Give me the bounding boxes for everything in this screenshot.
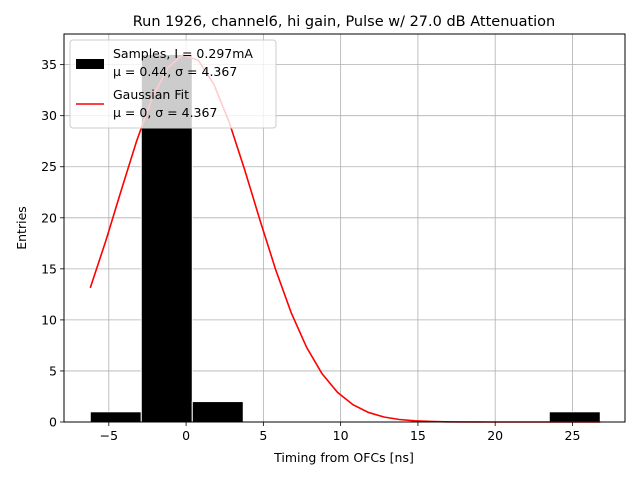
axes-frame [63,33,626,423]
y-tick-label: 0 [49,415,57,430]
y-tick-label: 30 [41,108,57,123]
y-tick-label: 20 [41,210,57,225]
chart-title: Run 1926, channel6, hi gain, Pulse w/ 27… [133,14,556,30]
x-axis-title: Timing from OFCs [ns] [273,450,414,465]
x-tick-label: 5 [259,428,267,443]
y-axis-title: Entries [14,206,29,250]
y-tick-label: 35 [41,57,57,72]
x-tick-label: 15 [410,428,426,443]
x-tick-label: 10 [333,428,349,443]
legend-histogram-stats: μ = 0.44, σ = 4.367 [113,64,237,79]
y-tick-label: 25 [41,159,57,174]
x-tick-label: −5 [100,428,118,443]
y-axis-ticks: 0 5 10 15 20 25 30 35 [41,57,64,430]
histogram-bar [548,411,601,423]
x-tick-label: 20 [487,428,503,443]
legend-fit-label: Gaussian Fit [113,87,189,102]
x-tick-label: 0 [182,428,190,443]
x-axis-ticks: −5 0 5 10 15 20 25 [100,422,581,443]
legend-histogram-label: Samples, I = 0.297mA [113,46,253,61]
histogram-bar [191,401,244,423]
y-tick-label: 15 [41,261,57,276]
legend: Samples, I = 0.297mA μ = 0.44, σ = 4.367… [69,39,277,129]
histogram-bar [89,411,142,423]
legend-fit-stats: μ = 0, σ = 4.367 [113,105,217,120]
x-tick-label: 25 [565,428,581,443]
y-tick-label: 10 [41,312,57,327]
legend-histogram-swatch [76,59,104,69]
y-tick-label: 5 [49,363,57,378]
legend-box [69,39,277,129]
